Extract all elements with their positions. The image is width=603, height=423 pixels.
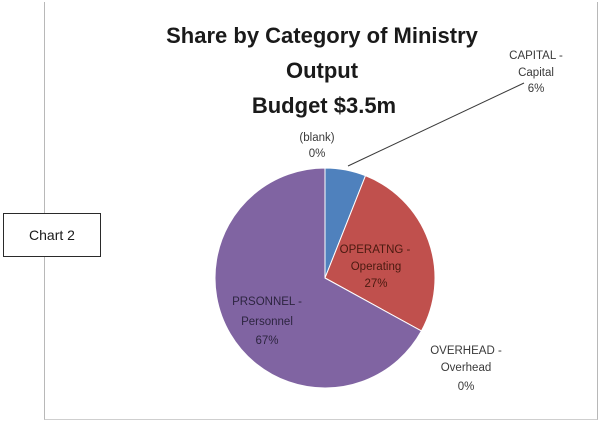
slice-label-overhead-line-3: 0% (458, 381, 475, 393)
slice-label-personnel-line-1: PRSONNEL - (232, 296, 302, 308)
slice-label-operating-line-3: 27% (364, 278, 387, 290)
pie-slice-operating (324, 175, 436, 332)
slice-label-overhead: OVERHEAD - Overhead 0% (430, 345, 502, 393)
slice-label-overhead-line-2: Overhead (441, 362, 492, 374)
slice-label-blank: (blank) 0% (299, 132, 334, 160)
chart-title-line-2: Output (286, 58, 359, 83)
slice-label-capital-line-1: CAPITAL - (509, 50, 563, 62)
chart-title-line-3: Budget $3.5m (252, 93, 396, 118)
slice-label-capital-line-3: 6% (528, 83, 545, 95)
slice-label-capital-line-2: Capital (518, 67, 554, 79)
pie-slice-personnel (214, 167, 423, 389)
slice-label-operating: OPERATNG - Operating 27% (340, 244, 411, 290)
chart-title-line-1: Share by Category of Ministry (166, 23, 479, 48)
pie-slices (214, 167, 436, 389)
chart-title: Share by Category of Ministry Output Bud… (166, 23, 479, 118)
slice-label-blank-line-1: (blank) (299, 132, 334, 144)
slice-label-personnel: PRSONNEL - Personnel 67% (232, 296, 302, 347)
slice-label-blank-line-2: 0% (309, 148, 326, 160)
slice-label-personnel-line-2: Personnel (241, 316, 293, 328)
capital-leader-line (347, 82, 525, 167)
slice-label-operating-line-2: Operating (351, 261, 402, 273)
chart-number-label: Chart 2 (3, 213, 101, 257)
slice-label-personnel-line-3: 67% (255, 335, 278, 347)
slice-label-capital: CAPITAL - Capital 6% (509, 50, 563, 95)
slice-label-operating-line-1: OPERATNG - (340, 244, 411, 256)
slice-label-overhead-line-1: OVERHEAD - (430, 345, 502, 357)
